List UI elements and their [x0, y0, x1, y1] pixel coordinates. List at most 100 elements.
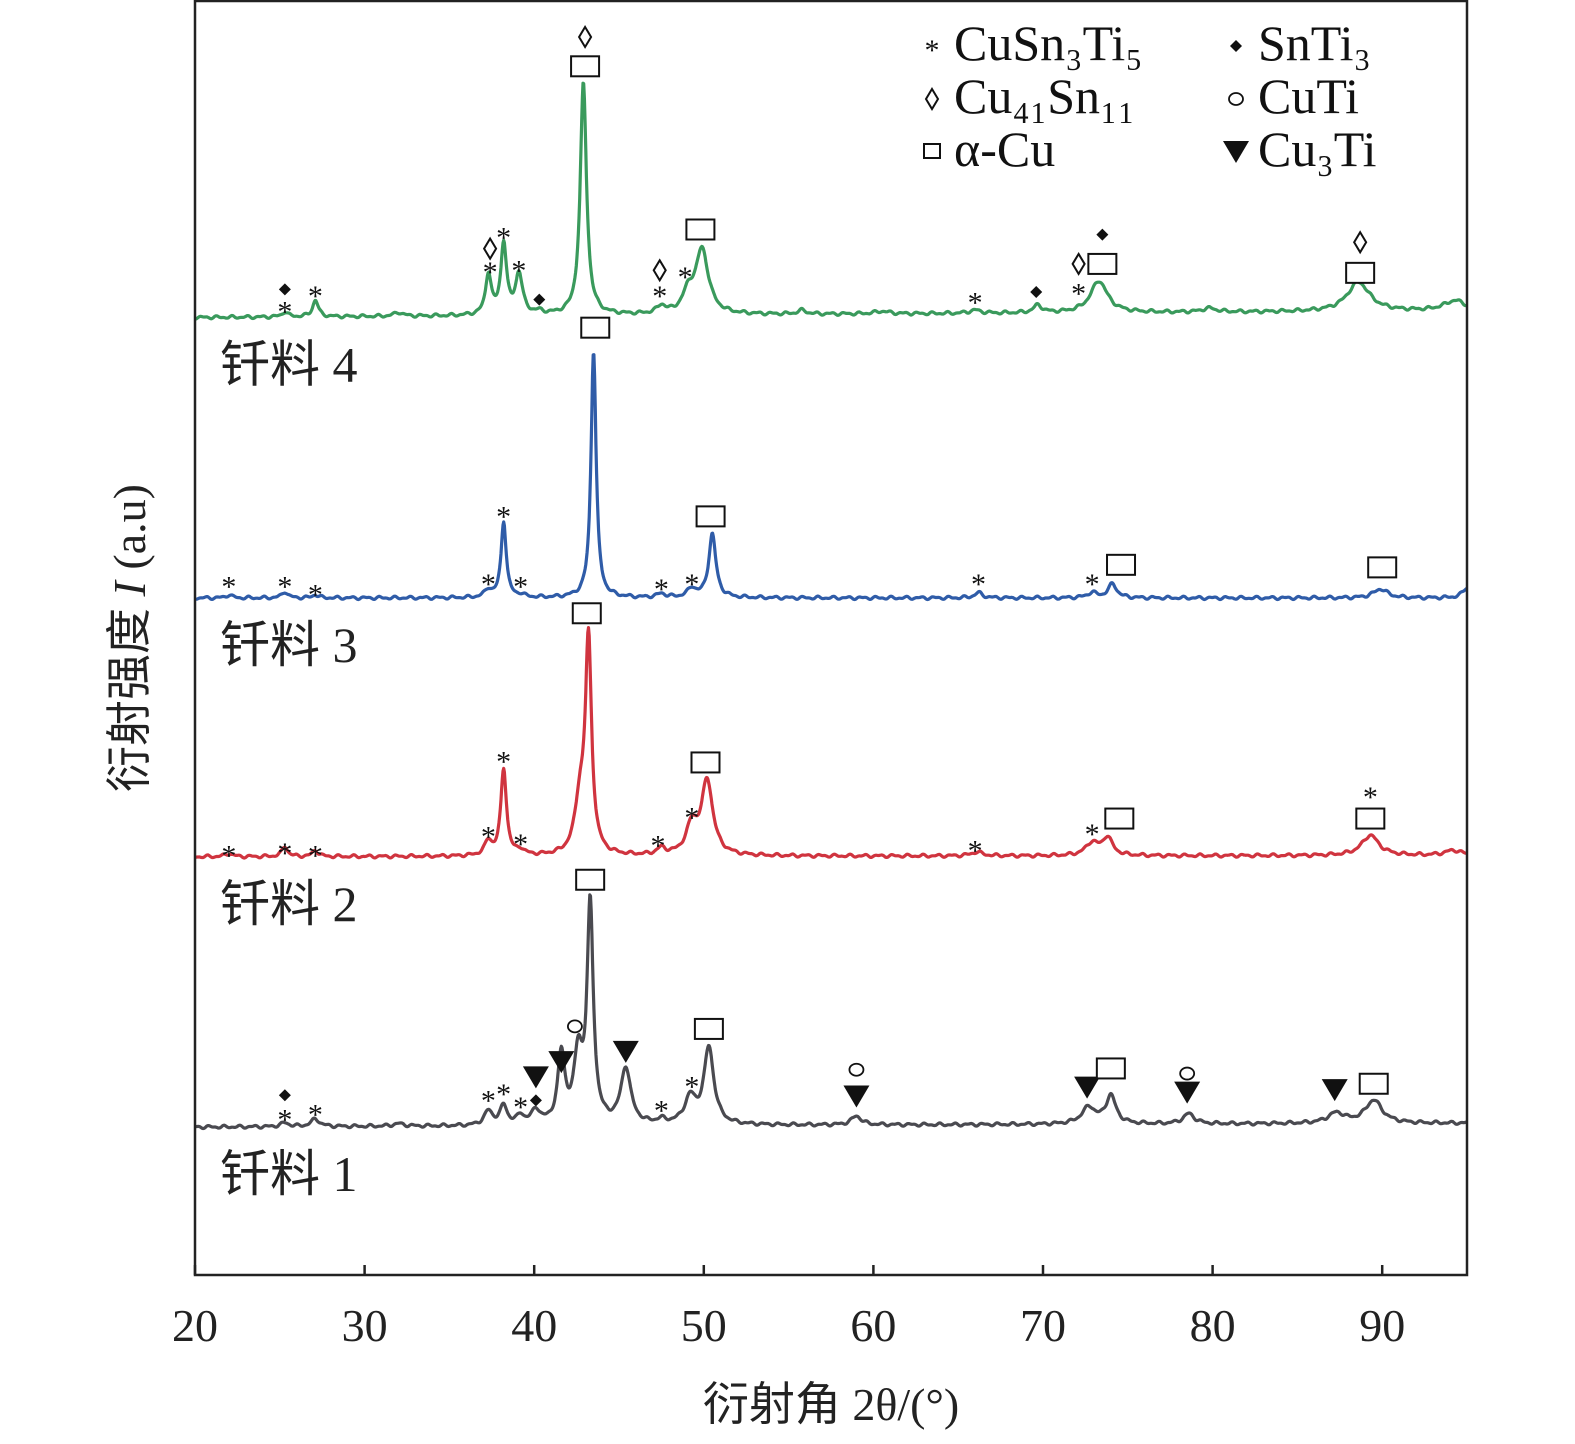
phase-marker-square-icon: [1106, 553, 1137, 576]
phase-marker-star-icon: *: [277, 571, 292, 604]
series-label-1: 钎料 1: [220, 1146, 358, 1202]
phase-marker-star-icon: *: [971, 568, 986, 601]
phase-marker-diamond-open-icon: [1352, 230, 1368, 255]
phase-marker-triangle-down-icon: [1174, 1081, 1201, 1104]
legend-label: CuSn₃Ti₅: [954, 15, 1143, 71]
phase-marker-square-icon: [685, 218, 716, 241]
legend-item: SnTi₃: [1230, 15, 1371, 71]
legend-triangle-down-icon: [1223, 141, 1249, 163]
phase-marker-star-icon: *: [968, 835, 983, 868]
phase-marker-diamond-open-icon: [652, 258, 667, 283]
x-tick-label: 80: [1190, 1300, 1236, 1351]
phase-marker-star-icon: *: [481, 1085, 496, 1118]
phase-marker-diamond-open-icon: [577, 25, 593, 49]
legend-star-icon: *: [925, 34, 940, 67]
phase-marker-star-icon: *: [221, 571, 236, 604]
x-tick-label: 20: [172, 1300, 218, 1351]
phase-marker-star-icon: *: [277, 295, 292, 328]
phase-marker-star-icon: *: [513, 1091, 528, 1124]
phase-marker-square-icon: [1345, 261, 1376, 284]
x-tick-label: 90: [1359, 1300, 1405, 1351]
phase-marker-square-icon: [1367, 556, 1398, 579]
legend-diamond-filled-icon: [1230, 40, 1242, 52]
series-line-2: [194, 625, 1468, 860]
phase-marker-star-icon: *: [968, 286, 983, 319]
legend-item: α-Cu: [923, 121, 1055, 177]
phase-marker-star-icon: *: [277, 1104, 292, 1137]
phase-marker-triangle-down-icon: [843, 1085, 870, 1108]
series-label-3: 钎料 3: [220, 617, 358, 673]
phase-marker-square-icon: [570, 55, 601, 78]
phase-marker-star-icon: *: [308, 1099, 323, 1132]
phase-marker-star-icon: *: [513, 828, 528, 861]
series-line-4: [194, 81, 1468, 321]
series-label-2: 钎料 2: [220, 876, 358, 932]
phase-marker-circle-icon: [1179, 1066, 1196, 1081]
phase-marker-square-icon: [580, 316, 611, 339]
phase-marker-triangle-down-icon: [612, 1040, 639, 1063]
phase-marker-star-icon: *: [684, 1070, 699, 1103]
x-tick-label: 30: [342, 1300, 388, 1351]
x-tick-label: 60: [850, 1300, 896, 1351]
phase-marker-star-icon: *: [308, 578, 323, 611]
phase-marker-star-icon: *: [277, 837, 292, 870]
phase-marker-square-icon: [575, 868, 606, 891]
phase-marker-diamond-filled-icon: [1096, 228, 1109, 241]
phase-marker-diamond-filled-icon: [1030, 285, 1043, 298]
phase-marker-triangle-down-icon: [1321, 1079, 1348, 1102]
phase-marker-square-icon: [1358, 1072, 1389, 1095]
phase-marker-square-icon: [571, 602, 602, 625]
phase-marker-star-icon: *: [496, 501, 511, 534]
legend-label: SnTi₃: [1258, 15, 1371, 71]
phase-marker-star-icon: *: [1085, 568, 1100, 601]
legend-label: Cu₃Ti: [1258, 121, 1376, 177]
phase-marker-star-icon: *: [1363, 781, 1378, 814]
phase-marker-star-icon: *: [496, 745, 511, 778]
phase-marker-star-icon: *: [651, 830, 666, 863]
phase-marker-square-icon: [1095, 1057, 1126, 1080]
x-axis-label: 衍射角 2θ/(°): [703, 1379, 959, 1430]
x-tick-label: 70: [1020, 1300, 1066, 1351]
phase-marker-star-icon: *: [654, 1095, 669, 1128]
legend-diamond-open-icon: [924, 87, 940, 111]
phase-marker-circle-icon: [567, 1019, 583, 1034]
phase-marker-star-icon: *: [308, 280, 323, 313]
phase-marker-star-icon: *: [652, 280, 667, 313]
plot-frame: [193, 0, 1469, 1277]
phase-marker-star-icon: *: [511, 254, 526, 287]
phase-marker-star-icon: *: [654, 573, 669, 606]
phase-marker-triangle-down-icon: [522, 1066, 549, 1089]
legend-square-icon: [923, 143, 941, 159]
phase-marker-star-icon: *: [684, 801, 699, 834]
phase-marker-star-icon: *: [513, 571, 528, 604]
legend-item: * CuSn₃Ti₅: [925, 15, 1143, 71]
x-tick-label: 50: [681, 1300, 727, 1351]
legend-label: CuTi: [1258, 68, 1359, 124]
phase-marker-star-icon: *: [684, 568, 699, 601]
phase-marker-star-icon: *: [221, 840, 236, 873]
phase-marker-diamond-open-icon: [1071, 251, 1086, 276]
phase-marker-star-icon: *: [496, 221, 511, 254]
legend-item: Cu₄₁Sn₁₁: [924, 68, 1135, 124]
phase-marker-circle-icon: [848, 1062, 865, 1077]
phase-marker-square-icon: [1087, 252, 1118, 275]
legend-item: Cu₃Ti: [1223, 121, 1376, 177]
phase-marker-diamond-filled-icon: [533, 293, 546, 306]
phase-marker-square-icon: [693, 1017, 724, 1040]
series-line-3: [194, 353, 1468, 602]
phase-marker-star-icon: *: [1085, 818, 1100, 851]
phase-marker-square-icon: [690, 751, 721, 774]
x-tick-label: 40: [511, 1300, 557, 1351]
y-axis-label: 衍射强度 I (a.u): [104, 484, 155, 792]
phase-marker-diamond-filled-icon: [529, 1094, 542, 1107]
phase-marker-diamond-open-icon: [482, 236, 498, 261]
phase-marker-star-icon: *: [678, 261, 693, 294]
phase-marker-star-icon: *: [496, 1078, 511, 1111]
phase-marker-star-icon: *: [1071, 277, 1086, 310]
phase-marker-square-icon: [695, 505, 726, 528]
phase-marker-diamond-filled-icon: [278, 1089, 291, 1102]
phase-marker-star-icon: *: [483, 256, 498, 289]
series-layer: 钎料 1 钎料 2 钎料 3 钎料 4: [194, 81, 1468, 1202]
